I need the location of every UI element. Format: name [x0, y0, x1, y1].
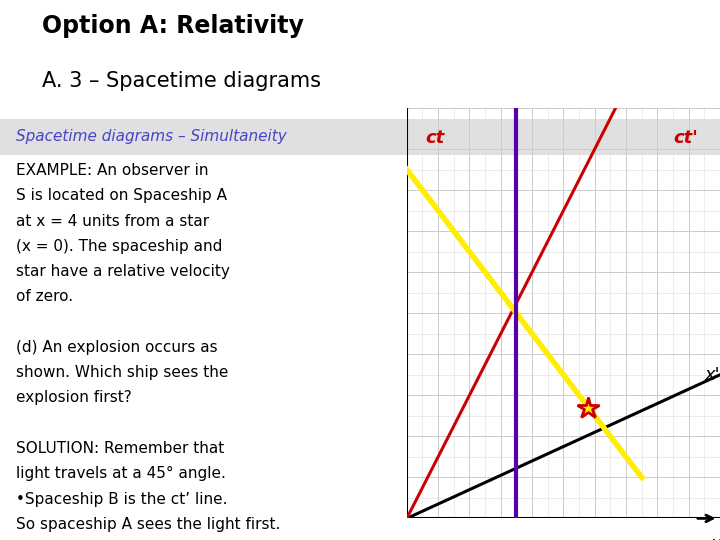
- Text: ct': ct': [673, 129, 698, 146]
- Bar: [0, 119, 720, 154]
- Text: x: x: [711, 535, 720, 540]
- Text: at x = 4 units from a star: at x = 4 units from a star: [16, 213, 209, 228]
- Text: EXAMPLE: An observer in: EXAMPLE: An observer in: [16, 163, 208, 178]
- Text: explosion first?: explosion first?: [16, 390, 132, 406]
- Text: Spacetime diagrams – Simultaneity: Spacetime diagrams – Simultaneity: [16, 130, 287, 144]
- Text: light travels at a 45° angle.: light travels at a 45° angle.: [16, 466, 225, 481]
- Text: of zero.: of zero.: [16, 289, 73, 305]
- Text: (d) An explosion occurs as: (d) An explosion occurs as: [16, 340, 217, 355]
- Text: (x = 0). The spaceship and: (x = 0). The spaceship and: [16, 239, 222, 254]
- Text: x': x': [704, 366, 720, 384]
- Text: shown. Which ship sees the: shown. Which ship sees the: [16, 365, 228, 380]
- Text: SOLUTION: Remember that: SOLUTION: Remember that: [16, 441, 224, 456]
- Text: star have a relative velocity: star have a relative velocity: [16, 264, 230, 279]
- Text: •Spaceship B is the ct’ line.: •Spaceship B is the ct’ line.: [16, 491, 228, 507]
- Text: ct: ct: [426, 129, 445, 146]
- Text: A. 3 – Spacetime diagrams: A. 3 – Spacetime diagrams: [42, 71, 321, 91]
- Text: Option A: Relativity: Option A: Relativity: [42, 14, 304, 38]
- Text: S is located on Spaceship A: S is located on Spaceship A: [16, 188, 227, 203]
- Text: So spaceship A sees the light first.: So spaceship A sees the light first.: [16, 517, 280, 532]
